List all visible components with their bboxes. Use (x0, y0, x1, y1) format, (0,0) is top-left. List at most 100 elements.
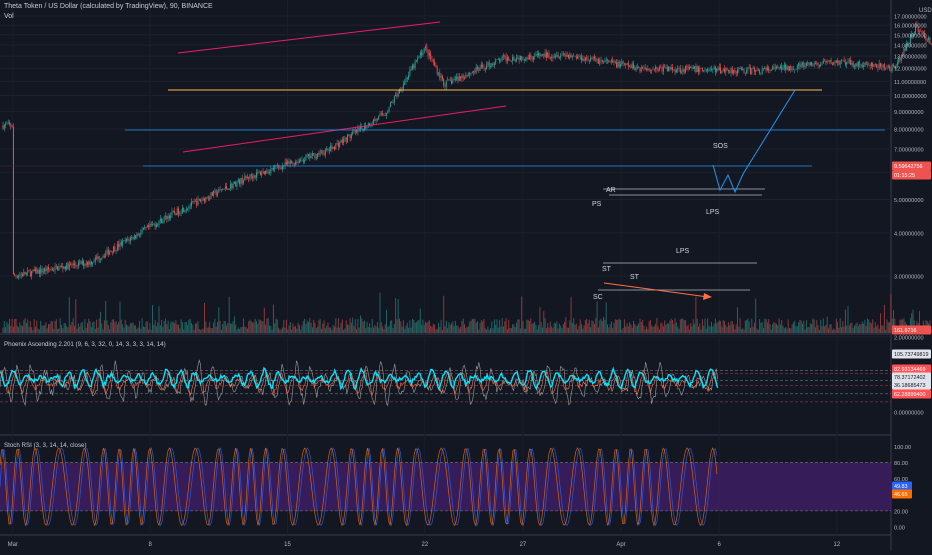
volume-bar (100, 311, 101, 333)
volume-bar (344, 328, 346, 333)
volume-bar (46, 328, 48, 333)
volume-bar (886, 319, 888, 333)
candle-body (323, 153, 325, 155)
candle-body (449, 79, 451, 81)
candle-body (821, 63, 823, 65)
candle-body (759, 70, 761, 74)
candle-body (838, 60, 840, 65)
candle-body (152, 224, 153, 226)
countdown-badge-bg (892, 170, 931, 180)
candle-body (119, 242, 121, 248)
candle-body (704, 70, 706, 71)
candle-body (271, 167, 273, 169)
stoch-value-badge-bg (892, 481, 912, 491)
volume-bar (616, 319, 618, 333)
volume-bar (651, 325, 653, 333)
volume-bar (322, 323, 324, 333)
volume-bar (55, 319, 57, 333)
volume-bar (33, 319, 35, 333)
volume-bar (600, 318, 602, 333)
candle-body (808, 62, 810, 65)
volume-bar (10, 326, 12, 333)
price-tick-label: 13.00000000 (894, 55, 927, 61)
candle-body (409, 69, 411, 76)
volume-bar (106, 320, 108, 333)
volume-bar (155, 326, 157, 333)
candle-body (698, 66, 699, 73)
volume-bar (538, 325, 540, 333)
candle-body (721, 70, 723, 74)
candle-body (74, 263, 75, 265)
volume-bar (97, 327, 99, 333)
candle-body (877, 67, 879, 69)
volume-bar (721, 326, 723, 333)
volume-bar (770, 329, 772, 333)
candle-body (500, 59, 502, 62)
volume-bar (729, 325, 731, 333)
candle-body (638, 67, 640, 69)
volume-bar (704, 318, 706, 333)
candle-body (10, 124, 12, 127)
candle-body (423, 47, 425, 53)
volume-bar (807, 327, 809, 333)
candle-body (532, 56, 534, 60)
volume-bar (90, 327, 92, 333)
symbol-title[interactable]: Theta Token / US Dollar (calculated by T… (4, 3, 213, 10)
volume-bar (402, 320, 404, 333)
candle-body (440, 76, 442, 78)
candle-body (477, 67, 478, 69)
volume-bar (145, 321, 147, 333)
candle-body (327, 148, 329, 151)
volume-bar (564, 321, 566, 333)
volume-bar (6, 321, 8, 333)
volume-bar (166, 324, 168, 333)
volume-bar (659, 329, 660, 333)
volume-bar (627, 326, 629, 333)
candle-body (867, 64, 868, 66)
candle-body (569, 54, 571, 58)
candle-body (490, 66, 491, 67)
volume-bar (679, 319, 681, 333)
volume-bar (487, 326, 489, 333)
volume-badge-bg (892, 325, 931, 335)
candle-body (785, 64, 787, 70)
candle-body (657, 69, 659, 71)
candle-body (354, 129, 356, 132)
candle-body (132, 237, 134, 239)
volume-bar (421, 324, 423, 333)
candle-body (916, 24, 918, 27)
volume-bar (306, 320, 308, 333)
candle-body (669, 66, 671, 70)
volume-bar (162, 326, 164, 333)
volume-bar (431, 326, 433, 333)
candle-body (175, 213, 177, 215)
volume-bar (20, 325, 22, 333)
volume-legend[interactable]: Vol (4, 13, 14, 20)
price-tick-label: 7.00000000 (894, 148, 924, 154)
volume-bar (521, 296, 523, 333)
volume-bar (503, 326, 504, 333)
volume-bar (850, 323, 852, 333)
candle-body (521, 56, 523, 60)
candle-body (93, 261, 95, 263)
volume-bar (119, 301, 121, 333)
volume-bar (844, 309, 846, 333)
candle-body (843, 60, 845, 62)
candle-body (180, 213, 182, 214)
volume-bar (794, 320, 796, 333)
candle-body (482, 64, 484, 68)
volume-bar (508, 319, 510, 333)
candle-body (549, 57, 551, 59)
candle-body (701, 67, 703, 71)
volume-bar (582, 328, 584, 333)
candle-body (811, 61, 813, 66)
volume-bar (129, 323, 131, 333)
volume-bar (189, 318, 191, 333)
volume-bar (295, 326, 296, 333)
candle-body (829, 59, 831, 62)
candle-body (179, 213, 181, 215)
volume-bar (202, 328, 204, 333)
volume-bar (148, 329, 150, 333)
volume-bar (311, 327, 313, 333)
